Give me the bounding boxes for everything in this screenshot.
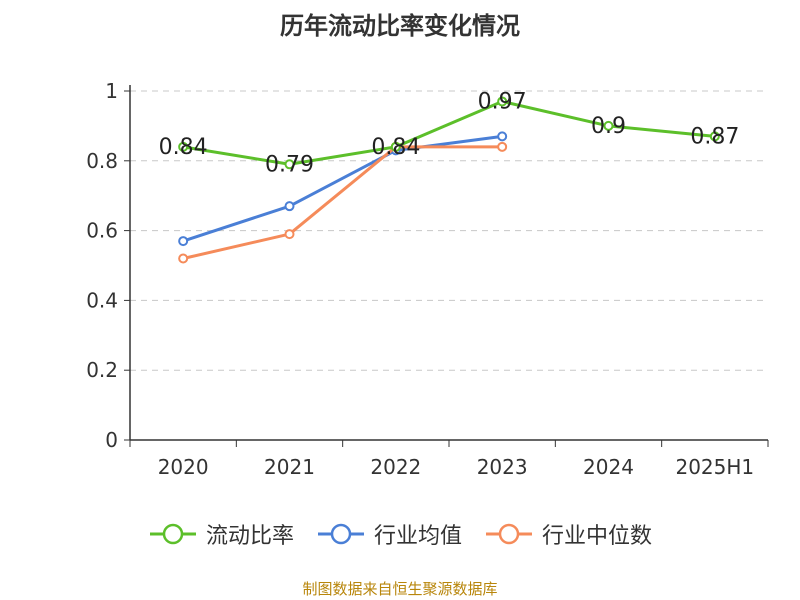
data-point [178, 236, 189, 247]
data-point [390, 141, 401, 152]
data-label: 0.87 [690, 124, 739, 149]
x-tick-label: 2022 [370, 455, 421, 479]
data-point [178, 141, 189, 152]
y-tick-label: 0.4 [86, 288, 118, 312]
y-tick-label: 0.8 [86, 149, 118, 173]
series-line [182, 99, 715, 166]
chart-title: 历年流动比率变化情况 [280, 12, 520, 40]
y-tick-label: 1 [105, 79, 118, 103]
x-tick-label: 2024 [583, 455, 634, 479]
legend-item[interactable]: 行业中位数 [484, 518, 652, 550]
legend-label: 流动比率 [205, 524, 294, 549]
data-label: 0.84 [159, 135, 208, 160]
data-point [497, 96, 508, 107]
x-tick-label: 2025H1 [675, 455, 754, 479]
axes: 0 0.2 0.4 0.6 0.8 1 2020 2021 2022 2023 2024 2025H1 [86, 79, 769, 479]
data-point [284, 229, 295, 240]
data-label: 0.97 [478, 89, 527, 114]
data-point [497, 141, 508, 152]
legend-item[interactable]: 行业均值 [316, 518, 462, 550]
data-point [603, 120, 614, 131]
legend: 流动比率 行业均值 行业中位数 [0, 518, 800, 550]
legend-label: 行业均值 [373, 524, 462, 549]
x-tick-label: 2020 [158, 455, 209, 479]
source-note: 制图数据来自恒生聚源数据库 [302, 580, 498, 598]
legend-line-icon [149, 523, 196, 545]
y-tick-label: 0 [105, 428, 118, 452]
legend-label: 行业中位数 [542, 524, 653, 549]
data-label: 0.79 [265, 152, 314, 177]
legend-item[interactable]: 流动比率 [148, 518, 294, 550]
data-point [284, 201, 295, 212]
grid-lines [130, 90, 768, 371]
data-point [497, 131, 508, 142]
data-point [178, 253, 189, 264]
data-labels: 0.84 0.79 0.84 0.97 0.9 0.87 [159, 89, 740, 177]
data-point [709, 131, 720, 142]
series-line [182, 134, 503, 243]
series-line [182, 145, 503, 260]
x-tick-label: 2023 [477, 455, 528, 479]
x-tick-label: 2021 [264, 455, 315, 479]
legend-line-icon [317, 523, 364, 545]
data-point [284, 159, 295, 170]
data-label: 0.9 [591, 114, 626, 139]
y-tick-label: 0.6 [86, 219, 118, 243]
data-label: 0.84 [371, 135, 420, 160]
legend-line-icon [486, 523, 532, 545]
y-tick-label: 0.2 [86, 358, 118, 382]
series-lines [178, 96, 720, 264]
